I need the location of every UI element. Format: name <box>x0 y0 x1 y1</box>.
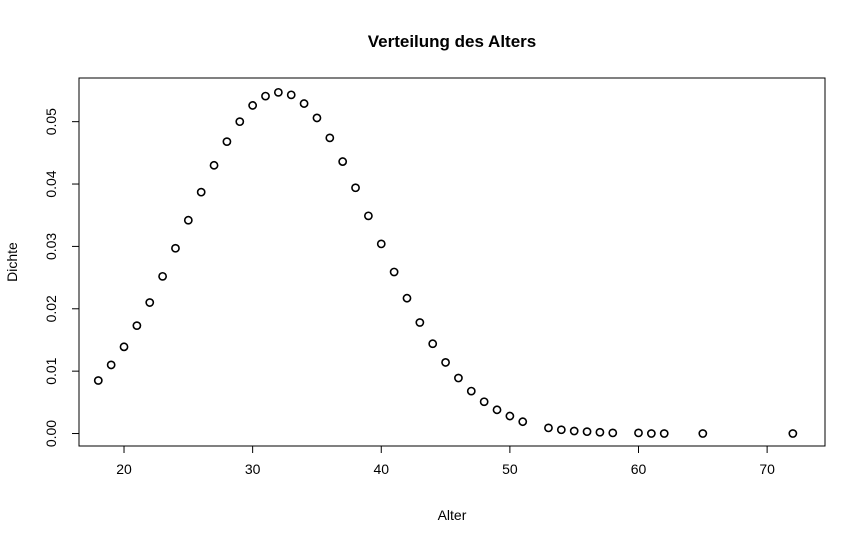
x-tick-label: 40 <box>373 461 389 477</box>
y-tick-label: 0.00 <box>43 420 59 447</box>
data-point <box>376 239 386 249</box>
data-point <box>171 243 180 253</box>
data-point <box>544 423 553 433</box>
data-point <box>106 360 116 370</box>
data-point <box>325 133 335 143</box>
data-point <box>569 426 579 436</box>
y-tick-label: 0.02 <box>43 295 59 322</box>
x-tick-label: 70 <box>759 461 775 477</box>
data-point <box>145 298 155 307</box>
x-tick-label: 20 <box>116 461 132 477</box>
data-point <box>235 117 245 127</box>
data-point <box>312 113 322 123</box>
data-point <box>273 87 283 97</box>
data-point <box>132 321 142 331</box>
data-point <box>454 373 463 383</box>
data-point <box>119 342 129 352</box>
y-tick-label: 0.05 <box>43 108 59 135</box>
data-point <box>646 429 656 438</box>
y-tick-label: 0.04 <box>43 170 59 197</box>
data-point <box>351 183 360 193</box>
data-point <box>788 429 798 438</box>
x-tick-label: 30 <box>245 461 261 477</box>
data-point <box>183 215 193 225</box>
y-axis: 0.00 0.01 0.02 0.03 0.04 0.05 <box>43 108 80 447</box>
data-point <box>158 271 168 281</box>
x-axis-label: Alter <box>438 507 467 523</box>
data-point <box>634 428 643 438</box>
data-point <box>659 429 669 438</box>
data-point <box>415 318 425 327</box>
data-point <box>479 397 489 407</box>
x-tick-label: 50 <box>502 461 518 477</box>
data-point <box>209 160 219 170</box>
chart-title: Verteilung des Alters <box>368 32 536 51</box>
data-point <box>93 376 103 385</box>
data-point <box>518 417 528 427</box>
data-point <box>363 211 373 221</box>
data-point <box>428 339 438 349</box>
data-point <box>492 405 502 415</box>
data-point <box>466 386 476 396</box>
data-point <box>389 267 399 277</box>
y-tick-label: 0.01 <box>43 357 59 384</box>
y-tick-label: 0.03 <box>43 233 59 260</box>
x-tick-label: 60 <box>631 461 647 477</box>
plot-frame <box>78 77 826 447</box>
data-point <box>698 429 708 438</box>
data-point <box>582 427 592 437</box>
y-axis-label: Dichte <box>4 242 20 282</box>
data-point <box>248 101 258 110</box>
data-point <box>286 90 296 100</box>
data-point <box>595 427 605 437</box>
data-point <box>505 411 515 421</box>
data-point <box>196 187 206 197</box>
data-point <box>608 428 618 438</box>
x-axis: 20 30 40 50 60 70 <box>116 445 775 477</box>
data-point <box>402 293 412 303</box>
data-point <box>441 358 450 367</box>
data-point <box>222 137 232 147</box>
data-point <box>261 91 270 101</box>
data-point <box>556 425 566 435</box>
data-point <box>299 99 309 108</box>
data-points <box>93 87 798 438</box>
data-point <box>338 157 348 166</box>
